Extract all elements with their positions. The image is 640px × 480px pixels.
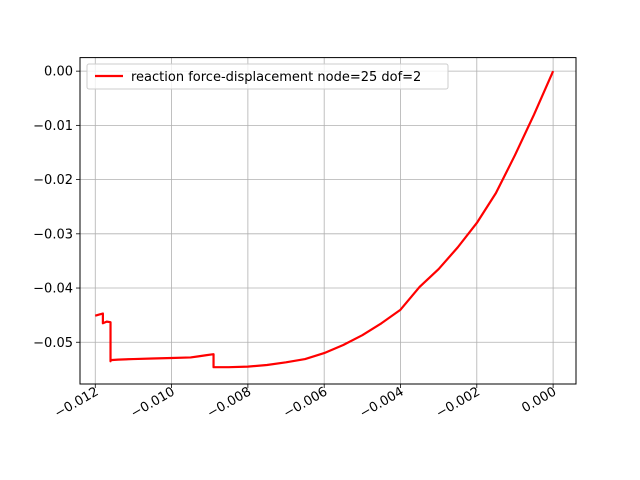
y-tick-label: −0.02	[33, 173, 73, 188]
y-tick-label: −0.05	[33, 336, 73, 351]
legend: reaction force-displacement node=25 dof=…	[87, 64, 448, 89]
y-tick-label: −0.03	[33, 227, 73, 242]
y-tick-label: 0.00	[44, 65, 73, 80]
legend-label: reaction force-displacement node=25 dof=…	[131, 70, 421, 85]
y-tick-label: −0.04	[33, 282, 73, 297]
y-tick-label: −0.01	[33, 119, 73, 134]
